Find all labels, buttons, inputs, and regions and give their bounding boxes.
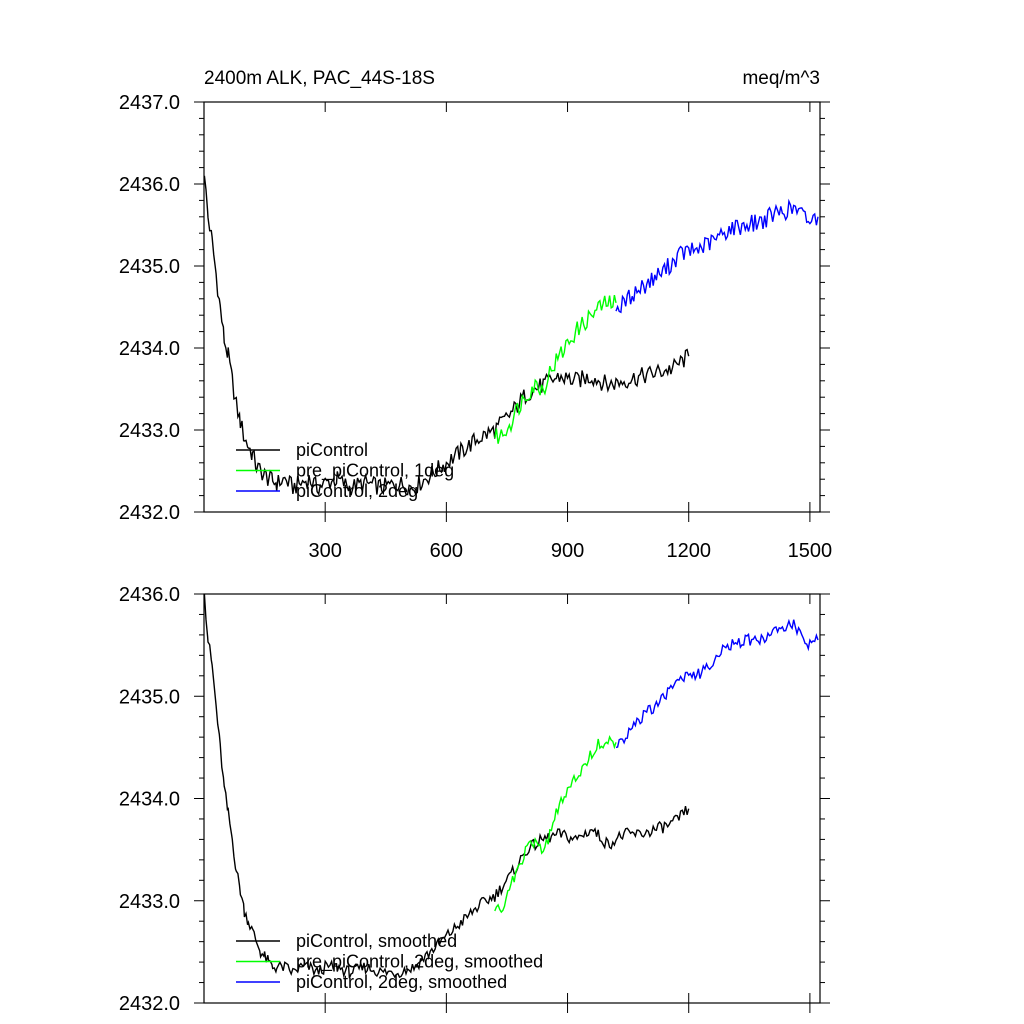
- legend-label: piControl, 2deg, smoothed: [296, 972, 507, 992]
- bottom-panel: 2432.0 2433.0 2434.0 2435.0 2436.0 piControl,…: [119, 584, 830, 1015]
- x-tick-label: 900: [551, 540, 584, 562]
- y-tick-label: 2436.0: [119, 174, 180, 196]
- x-tick-label: 600: [430, 540, 463, 562]
- y-tick-label: 2436.0: [119, 584, 180, 606]
- y-tick-label: 2435.0: [119, 686, 180, 708]
- series-line-1: [494, 734, 617, 914]
- legend-label: piControl: [296, 440, 368, 460]
- y-tick-label: 2434.0: [119, 789, 180, 811]
- y-tick-label: 2433.0: [119, 891, 180, 913]
- y-tick-label: 2435.0: [119, 256, 180, 278]
- chart-title: 2400m ALK, PAC_44S-18S: [204, 68, 435, 89]
- y-tick-label: 2432.0: [119, 993, 180, 1015]
- y-tick-label: 2433.0: [119, 420, 180, 442]
- series-line-2: [615, 618, 819, 749]
- x-tick-label: 1500: [788, 540, 833, 562]
- y-tick-label: 2432.0: [119, 502, 180, 524]
- legend-label: pre_piControl, 2deg, smoothed: [296, 952, 543, 973]
- top-panel: 300 600 900 1200 1500 2432.0 2433.0 2434.0 2435.…: [119, 92, 832, 562]
- series-line-1: [494, 294, 617, 444]
- chart-units: meq/m^3: [742, 68, 820, 89]
- x-tick-label: 300: [308, 540, 341, 562]
- series-line-0: [203, 175, 690, 496]
- legend-label: pre_piControl, 1deg: [296, 461, 454, 482]
- plot-frame: [203, 101, 821, 513]
- legend-label: piControl, 2deg: [296, 481, 418, 501]
- y-tick-label: 2434.0: [119, 338, 180, 360]
- series-line-2: [615, 198, 819, 314]
- series-line-0: [203, 593, 690, 979]
- y-tick-label: 2437.0: [119, 92, 180, 114]
- legend-label: piControl, smoothed: [296, 931, 457, 951]
- x-tick-label: 1200: [666, 540, 711, 562]
